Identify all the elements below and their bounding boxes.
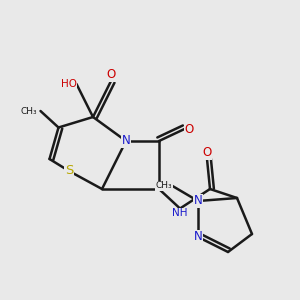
Text: S: S [65,164,73,178]
Text: N: N [122,134,130,148]
Text: N: N [194,230,202,244]
Text: CH₃: CH₃ [21,106,38,116]
Text: CH₃: CH₃ [156,182,172,190]
Text: NH: NH [172,208,188,218]
Text: O: O [106,68,116,81]
Text: HO: HO [61,79,76,89]
Text: O: O [184,122,194,136]
Text: N: N [194,194,202,208]
Text: O: O [202,146,211,159]
